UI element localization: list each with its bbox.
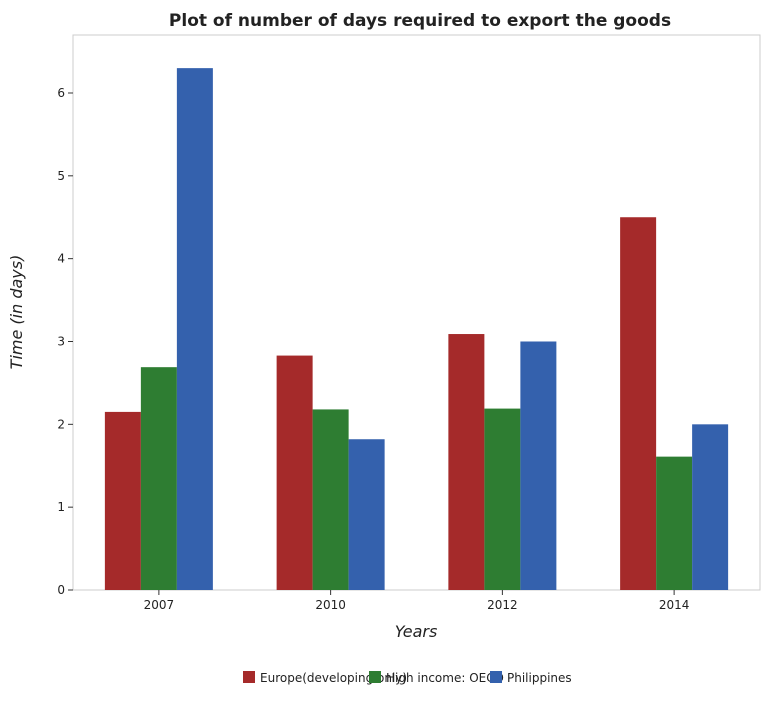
- bar-europe-developing-only--2010: [276, 355, 313, 590]
- legend-swatch-high-income-oecd: [369, 671, 381, 683]
- bar-high-income-oecd-2007: [140, 367, 177, 590]
- legend-label: Philippines: [507, 671, 572, 685]
- legend: Europe(developing only)High income: OECD…: [243, 671, 572, 685]
- bar-philippines-2007: [176, 68, 213, 590]
- plot-area-frame: [72, 34, 761, 591]
- bar-high-income-oecd-2014: [656, 456, 693, 590]
- y-tick-label: 2: [57, 417, 65, 431]
- bar-high-income-oecd-2012: [484, 408, 521, 590]
- bar-philippines-2010: [348, 439, 385, 590]
- x-axis-label: Years: [395, 622, 438, 641]
- bar-philippines-2014: [692, 424, 729, 590]
- bar-europe-developing-only--2014: [620, 217, 657, 590]
- x-tick-label: 2014: [659, 598, 690, 612]
- y-tick-label: 6: [57, 86, 65, 100]
- y-tick-label: 4: [57, 252, 65, 266]
- x-tick-label: 2007: [144, 598, 175, 612]
- x-tick-label: 2012: [487, 598, 518, 612]
- y-tick-label: 5: [57, 169, 65, 183]
- y-tick-label: 3: [57, 334, 65, 348]
- x-tick-label: 2010: [315, 598, 346, 612]
- chart-title: Plot of number of days required to expor…: [169, 11, 671, 31]
- legend-swatch-philippines: [490, 671, 502, 683]
- y-axis-label: Time (in days): [7, 255, 26, 370]
- bar-philippines-2012: [520, 341, 557, 590]
- bar-europe-developing-only--2007: [104, 411, 141, 590]
- y-tick-label: 0: [57, 583, 65, 597]
- legend-swatch-europe-developing-only-: [243, 671, 255, 683]
- legend-label: High income: OECD: [386, 671, 504, 685]
- bar-high-income-oecd-2010: [312, 409, 349, 590]
- y-tick-label: 1: [57, 500, 65, 514]
- bar-europe-developing-only--2012: [448, 334, 485, 590]
